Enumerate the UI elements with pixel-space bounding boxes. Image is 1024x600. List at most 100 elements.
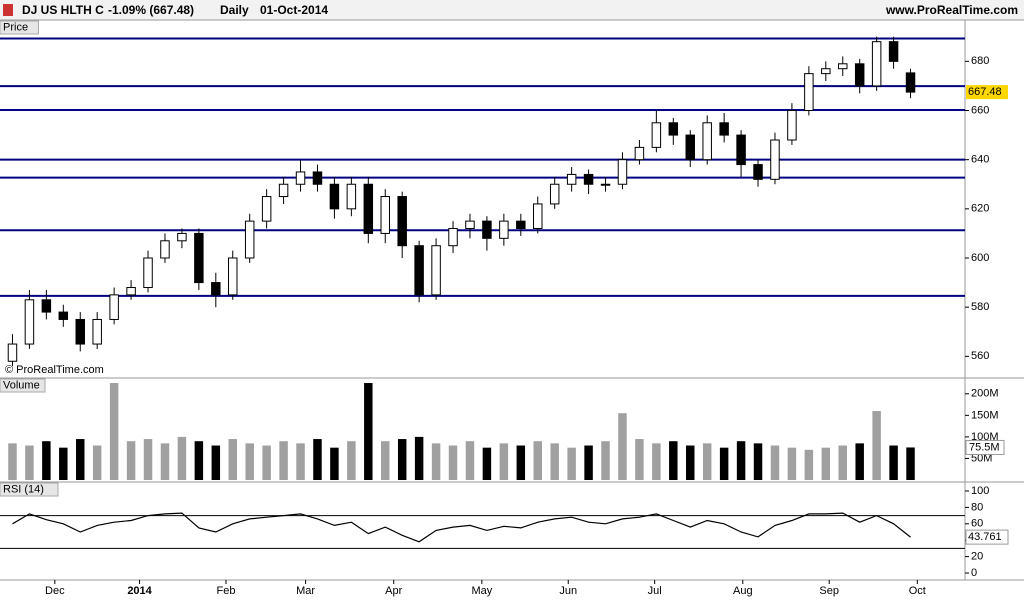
candle-body xyxy=(41,299,52,313)
candle-body xyxy=(329,183,340,210)
volume-bar xyxy=(584,445,593,480)
volume-bar xyxy=(499,443,509,480)
volume-bar xyxy=(567,447,576,480)
volume-bar xyxy=(59,447,68,480)
panel-label-box xyxy=(0,378,46,393)
panel-label: RSI (14) xyxy=(3,483,44,495)
header-site: www.ProRealTime.com xyxy=(885,3,1018,17)
panel-label: Price xyxy=(3,21,28,33)
volume-bar xyxy=(414,436,424,480)
candle-body xyxy=(261,196,272,222)
header-date: 01-Oct-2014 xyxy=(260,3,328,17)
volume-bar xyxy=(482,447,492,480)
y-tick-label: 100M xyxy=(971,431,999,443)
volume-bar xyxy=(313,439,322,480)
y-tick-label: 20 xyxy=(971,551,983,563)
volume-bar xyxy=(76,439,85,480)
candle-body xyxy=(583,173,594,185)
volume-bar xyxy=(160,443,170,480)
candle-body xyxy=(787,110,797,141)
volume-bar xyxy=(431,443,441,480)
candle-body xyxy=(363,183,374,234)
x-tick-label: Dec xyxy=(45,585,65,597)
x-tick-label: Apr xyxy=(385,585,402,597)
candle-body xyxy=(905,72,916,93)
x-tick-label: Aug xyxy=(733,585,753,597)
last-price-box xyxy=(966,85,1008,100)
header-icon xyxy=(3,4,13,16)
last-volume-box xyxy=(965,439,1005,455)
volume-bar xyxy=(279,441,288,480)
volume-bar xyxy=(8,443,17,480)
x-tick-label: Jul xyxy=(648,585,662,597)
rsi-line xyxy=(12,512,911,543)
y-tick-label: 620 xyxy=(971,203,989,215)
volume-bar xyxy=(787,447,797,480)
candle-body xyxy=(278,183,289,198)
volume-bar xyxy=(381,441,390,480)
volume-bar xyxy=(736,441,746,480)
volume-bar xyxy=(92,445,102,480)
volume-bar xyxy=(838,445,847,480)
y-tick-label: 660 xyxy=(971,104,989,116)
volume-bar xyxy=(906,447,915,480)
volume-bar xyxy=(702,443,712,480)
y-tick-label: 80 xyxy=(971,501,983,513)
candle-body xyxy=(228,257,238,296)
candle-body xyxy=(414,245,424,296)
candle-body xyxy=(753,164,763,180)
candle-body xyxy=(397,196,407,247)
last-rsi-box xyxy=(965,529,1009,545)
candle-body xyxy=(770,139,780,180)
candle-body xyxy=(346,183,357,210)
candle-body xyxy=(482,220,492,239)
volume-bar xyxy=(347,441,356,480)
panel-label: Volume xyxy=(3,379,40,391)
candle-body xyxy=(600,183,611,186)
candle-body xyxy=(549,183,560,205)
volume-bar xyxy=(601,441,610,480)
volume-bar xyxy=(652,443,661,480)
x-tick-label: Mar xyxy=(296,585,315,597)
volume-bar xyxy=(109,383,119,480)
candle-body xyxy=(177,232,187,242)
candle-body xyxy=(854,63,865,87)
candle-body xyxy=(533,203,543,230)
y-tick-label: 200M xyxy=(971,388,999,400)
last-rsi: 43.761 xyxy=(968,531,1002,543)
header-bar xyxy=(0,0,1024,20)
volume-bar xyxy=(126,441,136,480)
candle-body xyxy=(719,122,729,136)
volume-bar xyxy=(262,445,271,480)
panel-label-box xyxy=(0,482,59,497)
volume-bar xyxy=(686,445,695,480)
volume-bar xyxy=(245,443,254,480)
candle-body xyxy=(244,220,255,259)
volume-bar xyxy=(143,439,153,480)
candle-body xyxy=(75,318,85,345)
candle-body xyxy=(736,134,746,166)
candle-body xyxy=(380,196,390,234)
candle-body xyxy=(871,41,882,87)
watermark: © ProRealTime.com xyxy=(5,364,104,376)
candle-body xyxy=(465,220,475,229)
y-tick-label: 640 xyxy=(971,154,989,166)
volume-bar xyxy=(804,449,814,480)
candle-body xyxy=(617,159,628,185)
volume-bar xyxy=(194,441,204,480)
panel-label-box xyxy=(0,20,39,35)
candle-body xyxy=(312,171,323,185)
candle-body xyxy=(516,220,526,229)
volume-bar xyxy=(364,383,373,480)
volume-bar xyxy=(872,411,881,480)
y-tick-label: 600 xyxy=(971,252,989,264)
volume-bar xyxy=(25,445,34,480)
volume-bar xyxy=(719,447,729,480)
y-tick-label: 580 xyxy=(971,301,989,313)
x-tick-label: Sep xyxy=(819,585,839,597)
candle-body xyxy=(24,299,35,345)
volume-bar xyxy=(533,441,542,480)
candle-body xyxy=(58,311,69,320)
